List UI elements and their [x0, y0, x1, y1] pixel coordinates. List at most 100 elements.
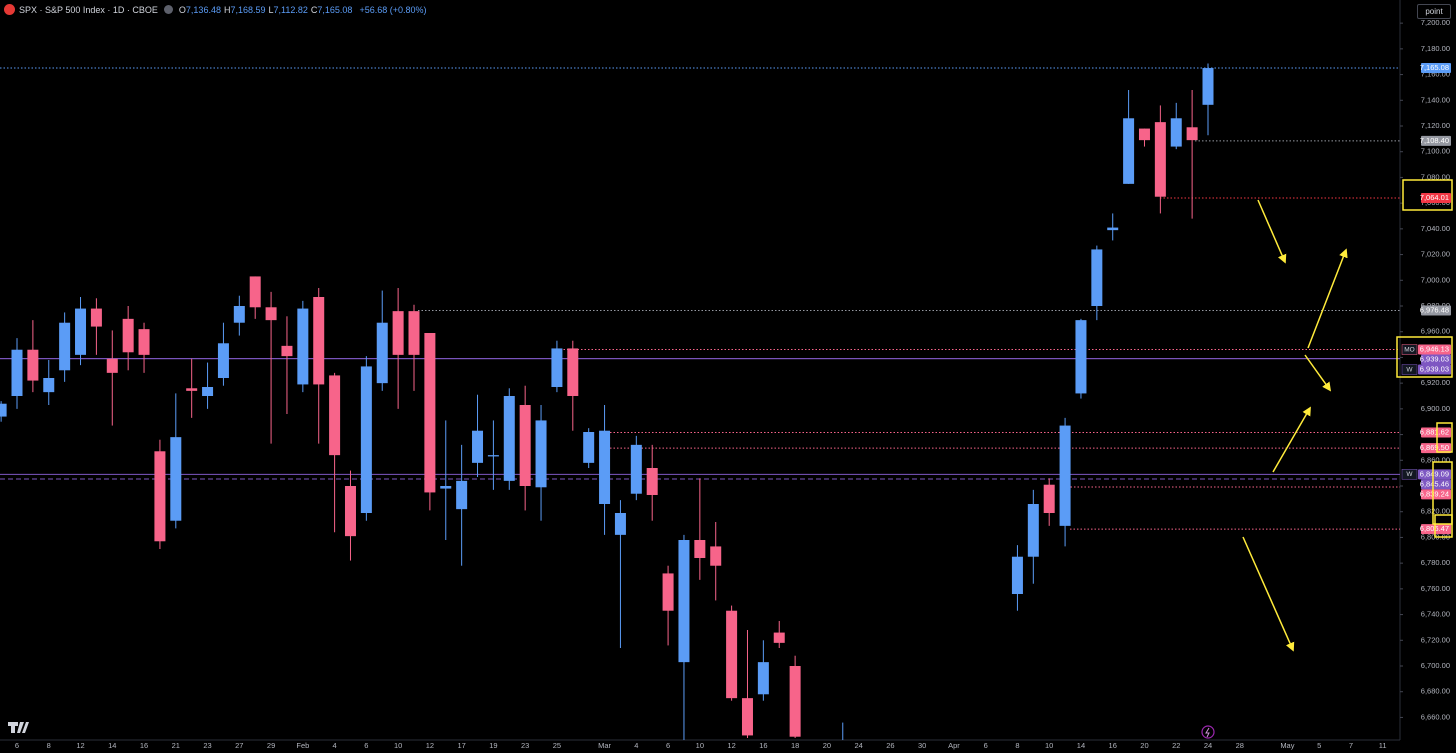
- candle-body: [1075, 320, 1087, 394]
- price-level-label-bg: [1418, 344, 1451, 355]
- candle-body: [630, 444, 642, 494]
- candle-body: [1091, 249, 1103, 306]
- y-tick-label: 7,120.00: [1421, 121, 1450, 130]
- y-tick-label: 6,820.00: [1421, 507, 1450, 516]
- price-level-label: 6,845.46: [1420, 479, 1449, 488]
- price-level-tag-bg: [1401, 469, 1418, 480]
- x-tick-label: 5: [1317, 741, 1321, 750]
- highlight-box: [1396, 336, 1453, 378]
- candle-body: [90, 308, 102, 327]
- x-tick-label: 11: [1379, 741, 1387, 750]
- candle-body: [376, 322, 388, 384]
- candle-body: [1186, 127, 1198, 141]
- candle-body: [186, 388, 198, 391]
- y-tick-label: 6,760.00: [1421, 584, 1450, 593]
- tradingview-logo: [8, 722, 29, 733]
- symbol-header: SPX · S&P 500 Index · 1D · CBOE O7,136.4…: [4, 4, 427, 15]
- x-tick-label: 20: [823, 741, 831, 750]
- price-level-label: 6,976.48: [1420, 306, 1449, 315]
- x-tick-label: 16: [140, 741, 148, 750]
- candle-body: [662, 573, 674, 611]
- candle-body: [503, 396, 515, 481]
- y-tick-label: 7,000.00: [1421, 275, 1450, 284]
- price-level-label: 7,108.40: [1420, 136, 1449, 145]
- quote-value: 7,165.08: [317, 4, 353, 15]
- x-tick-label: 25: [553, 741, 561, 750]
- price-level-label: 7,165.08: [1420, 63, 1449, 72]
- candle-body: [472, 430, 484, 463]
- y-tick-label: 7,200.00: [1421, 18, 1450, 27]
- price-level-label-bg: [1421, 354, 1451, 365]
- price-level-label: 6,946.13: [1420, 345, 1449, 354]
- quote-value: 7,136.48: [185, 4, 221, 15]
- x-tick-label: 12: [426, 741, 434, 750]
- price-level-label: 6,939.03: [1420, 355, 1449, 364]
- candle-body: [614, 513, 626, 535]
- price-level-label: 6,849.09: [1420, 469, 1449, 478]
- x-tick-label: Apr: [948, 741, 960, 750]
- candle-body: [1138, 128, 1150, 141]
- candle-body: [519, 405, 531, 486]
- x-tick-label: 19: [489, 741, 497, 750]
- candle-body: [138, 329, 150, 355]
- y-tick-label: 7,100.00: [1421, 147, 1450, 156]
- x-tick-label: Mar: [598, 741, 611, 750]
- candle-body: [122, 318, 134, 353]
- candle-body: [408, 311, 420, 355]
- candle-body: [487, 455, 499, 457]
- candle-body: [1202, 68, 1214, 105]
- x-tick-label: 12: [727, 741, 735, 750]
- candle-body: [726, 610, 738, 699]
- price-change: +56.68 (+0.80%): [359, 4, 427, 15]
- candle-body: [678, 540, 690, 663]
- candle-body: [551, 348, 563, 387]
- x-tick-label: 8: [47, 741, 51, 750]
- price-level-label-bg: [1421, 489, 1451, 500]
- x-tick-label: 16: [759, 741, 767, 750]
- y-tick-label: 6,740.00: [1421, 610, 1450, 619]
- y-tick-label: 6,860.00: [1421, 455, 1450, 464]
- candle-body: [360, 366, 372, 513]
- x-tick-label: 24: [854, 741, 862, 750]
- arrow: [1272, 406, 1311, 473]
- candle-body: [646, 468, 658, 495]
- candle-body: [1011, 556, 1023, 594]
- candle-body: [27, 349, 39, 381]
- candle-body: [11, 349, 23, 396]
- point-button[interactable]: point: [1417, 4, 1451, 19]
- candle-body: [1027, 504, 1039, 557]
- quote-value: 7,112.82: [273, 4, 308, 15]
- price-level-label: 6,839.24: [1420, 489, 1449, 498]
- x-tick-label: 23: [521, 741, 529, 750]
- price-level-label-bg: [1421, 427, 1451, 438]
- candle-body: [217, 343, 229, 378]
- x-tick-label: 6: [666, 741, 670, 750]
- symbol-title[interactable]: SPX · S&P 500 Index · 1D · CBOE: [19, 4, 158, 15]
- arrow: [1242, 536, 1295, 652]
- symbol-icon: [4, 4, 15, 15]
- price-level-tag-bg: [1401, 364, 1418, 375]
- quote-key: L: [268, 4, 274, 15]
- x-tick-label: 12: [76, 741, 84, 750]
- candle-body: [567, 348, 579, 396]
- highlight-box: [1436, 422, 1453, 453]
- x-tick-label: 6: [984, 741, 988, 750]
- x-tick-label: 21: [172, 741, 180, 750]
- candle-body: [1043, 484, 1055, 513]
- price-level-label: 7,064.01: [1420, 193, 1449, 202]
- y-tick-label: 7,040.00: [1421, 224, 1450, 233]
- price-level-label-bg: [1421, 305, 1451, 316]
- y-tick-label: 6,920.00: [1421, 378, 1450, 387]
- x-tick-label: 30: [918, 741, 926, 750]
- price-level-label-bg: [1421, 443, 1451, 454]
- y-tick-label: 6,720.00: [1421, 635, 1450, 644]
- y-tick-label: 6,960.00: [1421, 327, 1450, 336]
- visibility-toggle[interactable]: [163, 5, 173, 14]
- event-icon[interactable]: [1201, 725, 1215, 739]
- x-tick-label: 28: [1236, 741, 1244, 750]
- y-tick-label: 6,980.00: [1421, 301, 1450, 310]
- candle-body: [773, 632, 785, 643]
- x-tick-label: 4: [333, 741, 337, 750]
- x-tick-label: May: [1280, 741, 1294, 750]
